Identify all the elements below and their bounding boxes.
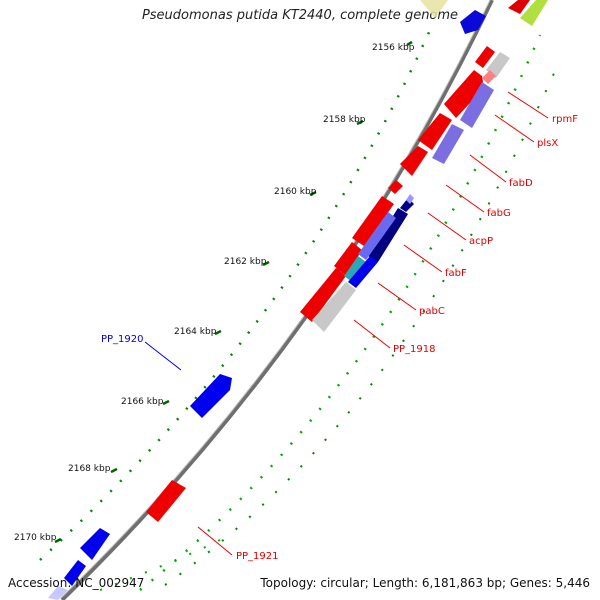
gene-arrow-bottom-blue-2[interactable] bbox=[64, 560, 86, 586]
ruler-dotted-arc bbox=[39, 29, 432, 561]
genome-backbone bbox=[60, 0, 494, 600]
feature-gray-mid[interactable] bbox=[312, 282, 356, 332]
feature-purple-3[interactable] bbox=[358, 212, 396, 260]
gene-arrow-bottom-blue[interactable] bbox=[80, 528, 110, 560]
gene-arrow-PP_1918[interactable] bbox=[300, 268, 346, 322]
gene-arrow-PP_1920[interactable] bbox=[190, 374, 232, 418]
feature-pink-top[interactable] bbox=[482, 70, 496, 84]
gene-arrow-fabG[interactable] bbox=[400, 146, 428, 176]
feature-navy-long[interactable] bbox=[368, 208, 408, 262]
scale-label: 2156 kbp bbox=[372, 43, 415, 53]
label-leaders bbox=[144, 91, 549, 556]
gc-dotted-arc-inner-2 bbox=[164, 59, 561, 586]
inner-features bbox=[312, 52, 510, 332]
scale-labels: 2156 kbp 2158 kbp 2160 kbp 2162 kbp 2164… bbox=[14, 43, 415, 543]
gene-arrow-rpmF[interactable] bbox=[475, 46, 495, 68]
genome-summary-text: Topology: circular; Length: 6,181,863 bp… bbox=[260, 576, 590, 590]
gene-arrow-top-blue[interactable] bbox=[460, 10, 486, 34]
feature-cyan[interactable] bbox=[344, 256, 366, 282]
scale-label: 2162 kbp bbox=[224, 257, 267, 267]
genome-backbone-highlight bbox=[60, 0, 491, 599]
gene-arrow-top-green[interactable] bbox=[520, 0, 548, 26]
scale-label: 2166 kbp bbox=[121, 397, 164, 407]
feature-gray-top[interactable] bbox=[486, 52, 510, 78]
feature-purple-1[interactable] bbox=[460, 82, 494, 128]
ruler-ticks bbox=[54, 40, 413, 544]
feature-purple-2[interactable] bbox=[432, 124, 464, 164]
gene-label-fabD[interactable]: fabD bbox=[509, 178, 533, 189]
gene-label-plsX[interactable]: plsX bbox=[537, 138, 558, 149]
accession-text: Accession: NC_002947 bbox=[8, 576, 145, 590]
reverse-genes bbox=[146, 46, 495, 522]
gene-arrow-top-yellow[interactable] bbox=[420, 0, 448, 18]
feature-blue-mid[interactable] bbox=[348, 256, 378, 288]
gene-arrow-fabD[interactable] bbox=[418, 113, 452, 150]
scale-label: 2160 kbp bbox=[274, 187, 317, 197]
gene-label-PP_1921[interactable]: PP_1921 bbox=[236, 551, 279, 562]
scale-label: 2164 kbp bbox=[174, 327, 217, 337]
gene-arrow-pabC[interactable] bbox=[334, 242, 362, 276]
gene-arrow-PP_1921[interactable] bbox=[146, 480, 186, 522]
gene-label-fabG[interactable]: fabG bbox=[487, 208, 511, 219]
gene-label-rpmF[interactable]: rpmF bbox=[552, 114, 578, 125]
scale-label: 2158 kbp bbox=[323, 115, 366, 125]
scale-label: 2170 kbp bbox=[14, 533, 57, 543]
map-title: Pseudomonas putida KT2440, complete geno… bbox=[141, 8, 459, 23]
forward-genes bbox=[48, 374, 232, 600]
gene-arrow-top-red[interactable] bbox=[508, 0, 530, 14]
gene-label-PP_1918[interactable]: PP_1918 bbox=[393, 344, 436, 355]
gene-label-fabF[interactable]: fabF bbox=[445, 268, 467, 279]
gene-arrow-plsX[interactable] bbox=[444, 70, 484, 118]
gene-label-PP_1920[interactable]: PP_1920 bbox=[101, 334, 144, 345]
gene-arrow-acpP[interactable] bbox=[388, 180, 403, 194]
feature-lavender-small[interactable] bbox=[406, 194, 414, 204]
gene-label-acpP[interactable]: acpP bbox=[469, 236, 493, 247]
gene-labels: rpmF plsX fabD fabG acpP fabF pabC PP_19… bbox=[101, 114, 578, 562]
scale-label: 2168 kbp bbox=[68, 464, 111, 474]
gene-label-pabC[interactable]: pabC bbox=[419, 306, 445, 317]
gene-arrow-bottom-lavender[interactable] bbox=[48, 586, 68, 600]
gene-arrow-fabF[interactable] bbox=[352, 196, 394, 246]
